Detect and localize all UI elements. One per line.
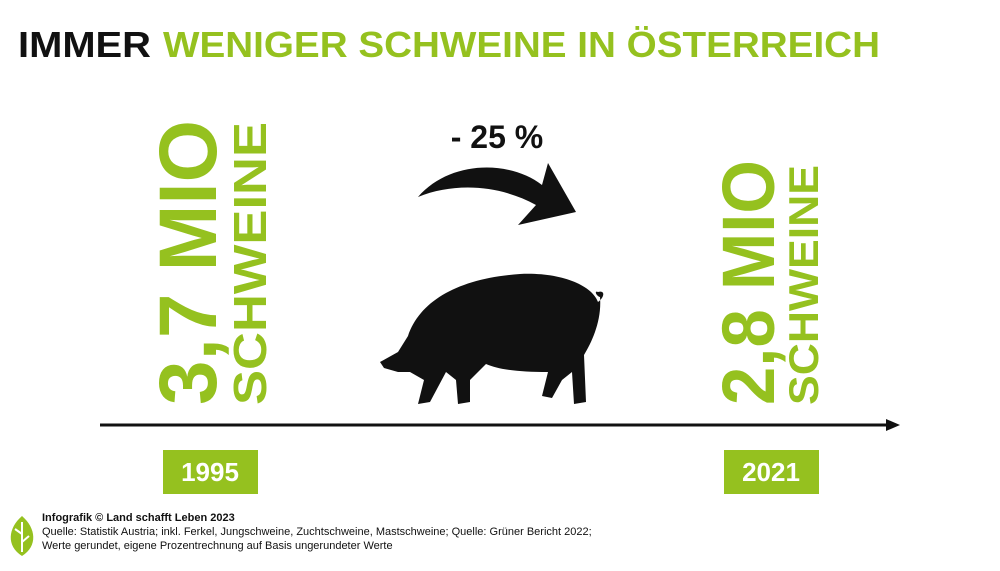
left-unit: SCHWEINE (224, 122, 276, 405)
logo-vein (14, 522, 30, 552)
year-box (163, 450, 258, 494)
title-lead: IMMER (18, 24, 151, 65)
pig-silhouette (380, 273, 604, 404)
timeline-arrowhead (886, 419, 900, 431)
right-unit: SCHWEINE (780, 165, 827, 405)
year-box (724, 450, 819, 494)
left-year: 1995 (181, 457, 239, 487)
footer-line: Quelle: Statistik Austria; inkl. Ferkel,… (42, 526, 592, 538)
right-year: 2021 (742, 457, 800, 487)
left-amount: 3,7 MIO (143, 120, 234, 405)
change-label: - 25 % (451, 119, 543, 155)
title-rest: WENIGER SCHWEINE IN ÖSTERREICH (163, 24, 880, 65)
right-amount: 2,8 MIO (707, 160, 790, 405)
curved-arrow (418, 163, 576, 225)
footer-line: Werte gerundet, eigene Prozentrechnung a… (42, 540, 393, 552)
footer-credit: Infografik © Land schafft Leben 2023 (42, 512, 235, 524)
